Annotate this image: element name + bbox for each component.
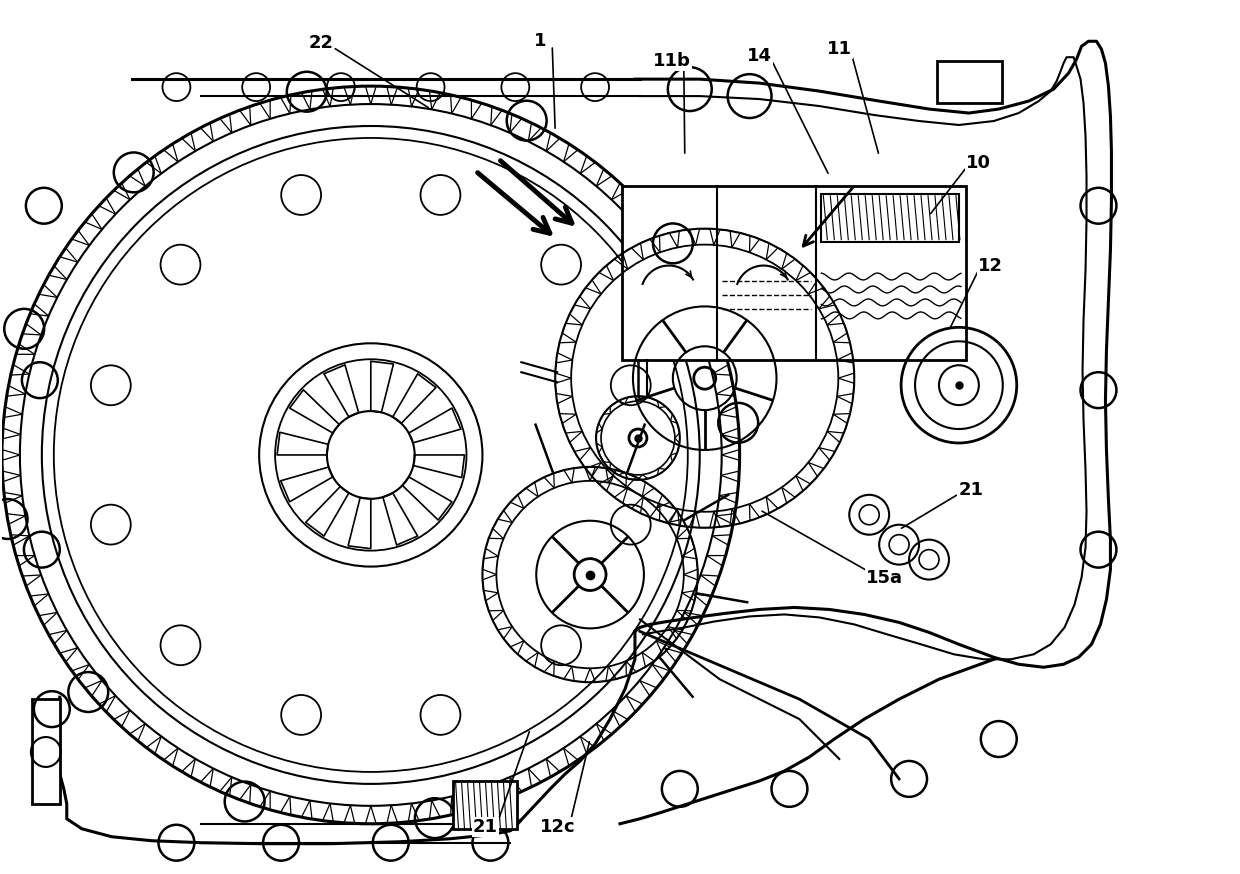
Text: 21: 21 xyxy=(959,481,983,499)
Bar xyxy=(821,194,959,241)
Text: 11b: 11b xyxy=(653,52,691,70)
Text: 15a: 15a xyxy=(866,569,903,586)
Text: 14: 14 xyxy=(746,47,773,66)
Bar xyxy=(622,186,966,360)
Text: 10: 10 xyxy=(966,154,991,172)
Text: 21: 21 xyxy=(472,818,498,836)
Text: 12: 12 xyxy=(978,257,1003,274)
Text: 11: 11 xyxy=(827,40,852,59)
Bar xyxy=(937,61,1002,103)
Text: 22: 22 xyxy=(309,34,334,52)
Text: 12c: 12c xyxy=(541,818,577,836)
Text: 1: 1 xyxy=(534,32,547,51)
Bar xyxy=(32,699,60,804)
Bar xyxy=(453,780,517,829)
